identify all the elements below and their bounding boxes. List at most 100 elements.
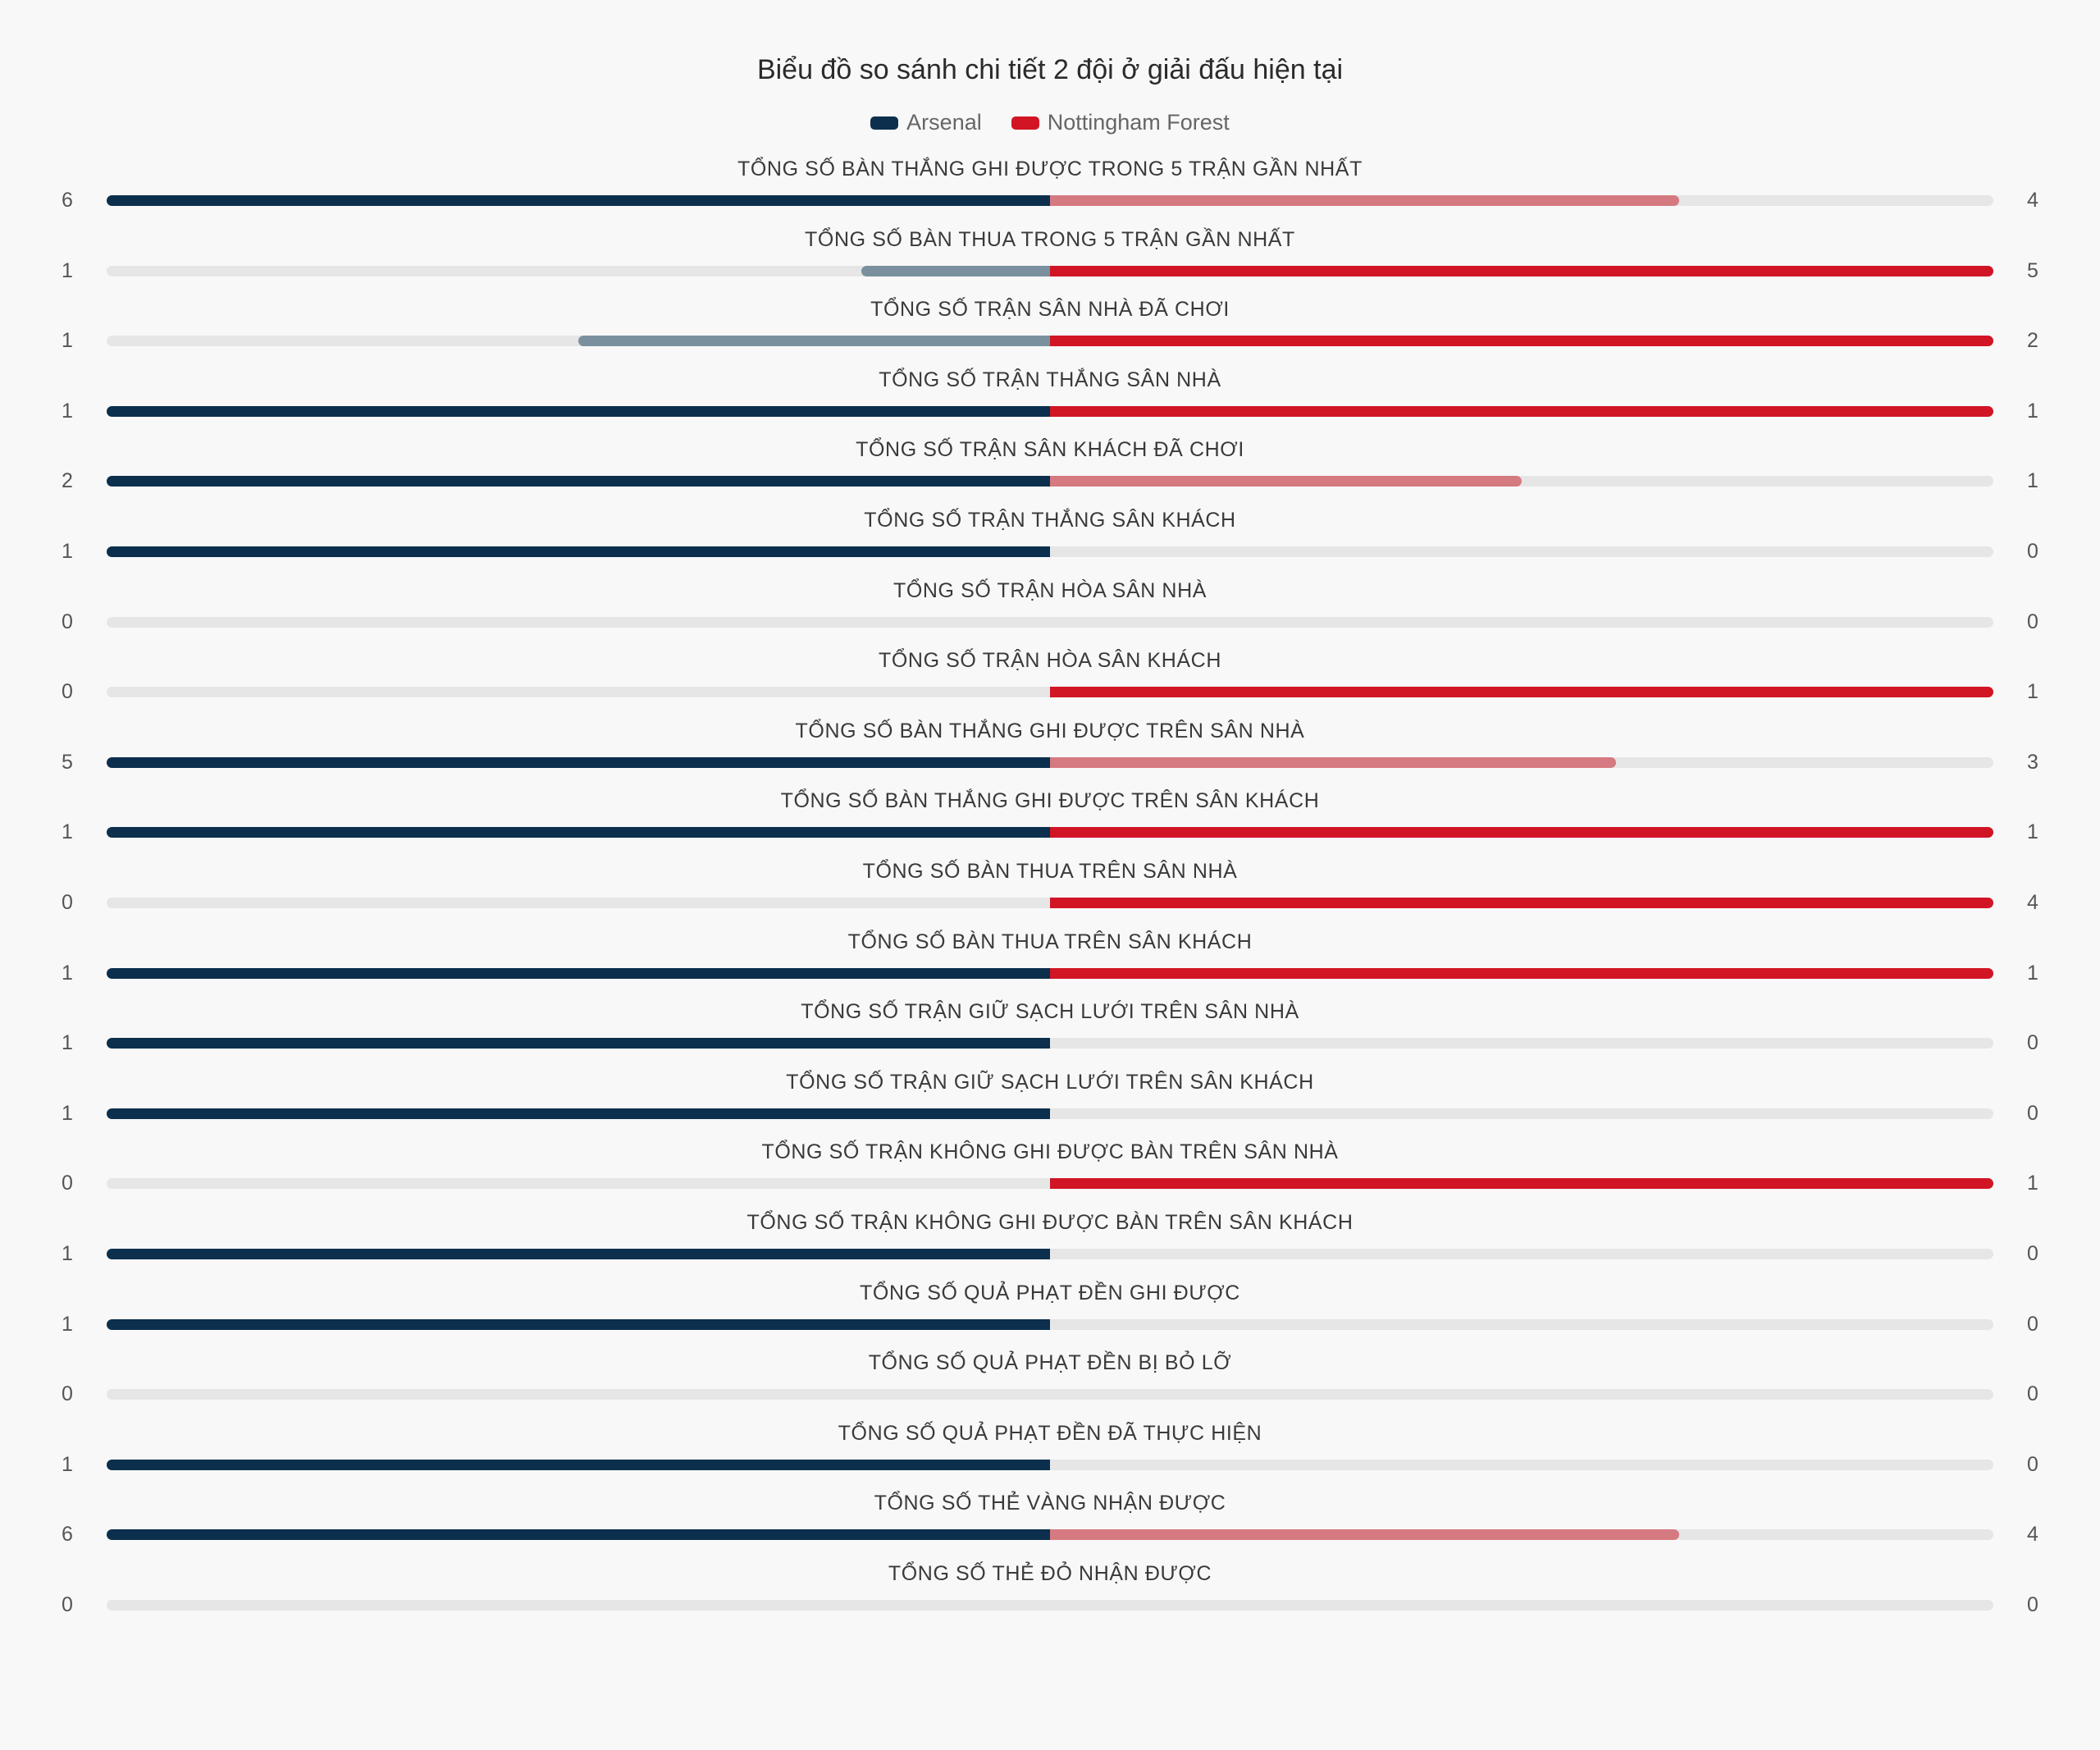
row-label: TỔNG SỐ TRẬN HÒA SÂN NHÀ: [892, 578, 1208, 602]
comparison-row: TỔNG SỐ THẺ VÀNG NHẬN ĐƯỢC 6 4: [0, 1492, 2100, 1562]
arsenal-value: 6: [62, 1523, 73, 1547]
forest-value: 0: [2027, 610, 2038, 633]
arsenal-value: 1: [62, 399, 73, 423]
row-label: TỔNG SỐ TRẬN THẮNG SÂN KHÁCH: [864, 509, 1236, 532]
row-label: TỔNG SỐ TRẬN GIỮ SẠCH LƯỚI TRÊN SÂN NHÀ: [801, 1000, 1299, 1024]
forest-value: 1: [2027, 1172, 2038, 1195]
forest-bar[interactable]: [1050, 687, 1993, 698]
arsenal-bar[interactable]: [107, 1108, 1050, 1119]
forest-value: 2: [2027, 329, 2038, 353]
row-label: TỔNG SỐ QUẢ PHẠT ĐỀN ĐÃ THỰC HIỆN: [838, 1421, 1262, 1445]
bar-track: [107, 1249, 1993, 1259]
forest-value: 0: [2027, 1382, 2038, 1406]
forest-value: 0: [2027, 540, 2038, 563]
arsenal-value: 0: [62, 610, 73, 633]
bar-track: [107, 898, 1993, 908]
arsenal-bar[interactable]: [107, 756, 1050, 768]
arsenal-value: 1: [62, 820, 73, 844]
comparison-row: TỔNG SỐ TRẬN KHÔNG GHI ĐƯỢC BÀN TRÊN SÂN…: [0, 1211, 2100, 1282]
arsenal-bar[interactable]: [107, 405, 1050, 417]
arsenal-value: 1: [62, 1312, 73, 1336]
comparison-row: TỔNG SỐ BÀN THẮNG GHI ĐƯỢC TRONG 5 TRẬN …: [0, 158, 2100, 228]
comparison-row: TỔNG SỐ BÀN THUA TRÊN SÂN NHÀ 0 4: [0, 860, 2100, 930]
row-label: TỔNG SỐ TRẬN THẮNG SÂN NHÀ: [879, 368, 1221, 391]
comparison-row: TỔNG SỐ BÀN THẮNG GHI ĐƯỢC TRÊN SÂN NHÀ 5…: [0, 720, 2100, 790]
arsenal-value: 1: [62, 1031, 73, 1055]
forest-value: 0: [2027, 1452, 2038, 1476]
bar-track: [107, 1318, 1993, 1330]
comparison-row: TỔNG SỐ TRẬN SÂN NHÀ ĐÃ CHƠI 1 2: [0, 298, 2100, 368]
chart-title: Biểu đồ so sánh chi tiết 2 đội ở giải đấ…: [756, 54, 1344, 85]
bar-track: [107, 687, 1993, 698]
arsenal-bar[interactable]: [107, 827, 1050, 838]
comparison-row: TỔNG SỐ QUẢ PHẠT ĐỀN GHI ĐƯỢC 1 0: [0, 1282, 2100, 1352]
row-label: TỔNG SỐ BÀN THUA TRONG 5 TRẬN GẦN NHẤT: [805, 227, 1295, 251]
forest-bar[interactable]: [1050, 967, 1993, 979]
arsenal-bar[interactable]: [107, 967, 1050, 979]
legend-item-arsenal[interactable]: Arsenal: [870, 110, 982, 135]
arsenal-bar[interactable]: [107, 1459, 1050, 1470]
forest-value: 5: [2027, 258, 2038, 282]
arsenal-bar[interactable]: [107, 1249, 1050, 1259]
comparison-row: TỔNG SỐ THẺ ĐỎ NHẬN ĐƯỢC 0 0: [0, 1562, 2100, 1633]
arsenal-bar[interactable]: [107, 546, 1050, 557]
row-label: TỔNG SỐ BÀN THUA TRÊN SÂN NHÀ: [862, 860, 1238, 883]
arsenal-value: 1: [62, 258, 73, 282]
arsenal-bar[interactable]: [107, 1318, 1050, 1330]
row-label: TỔNG SỐ QUẢ PHẠT ĐỀN GHI ĐƯỢC: [860, 1281, 1240, 1305]
row-label: TỔNG SỐ TRẬN HÒA SÂN KHÁCH: [879, 649, 1221, 673]
comparison-row: TỔNG SỐ BÀN THUA TRÊN SÂN KHÁCH 1 1: [0, 930, 2100, 1001]
forest-bar[interactable]: [1050, 336, 1993, 347]
arsenal-value: 0: [62, 1593, 73, 1616]
bar-track: [107, 265, 1993, 276]
forest-value: 1: [2027, 820, 2038, 844]
bar-track: [107, 616, 1993, 628]
row-label: TỔNG SỐ BÀN THẮNG GHI ĐƯỢC TRONG 5 TRẬN …: [737, 158, 1363, 180]
forest-bar[interactable]: [1050, 827, 1993, 838]
arsenal-bar[interactable]: [107, 1038, 1050, 1049]
forest-bar[interactable]: [1050, 1529, 1679, 1541]
arsenal-value: 0: [62, 1172, 73, 1195]
arsenal-bar[interactable]: [107, 1529, 1050, 1541]
row-label: TỔNG SỐ TRẬN KHÔNG GHI ĐƯỢC BÀN TRÊN SÂN…: [746, 1211, 1354, 1234]
row-label: TỔNG SỐ QUẢ PHẠT ĐỀN BỊ BỎ LỠ: [868, 1351, 1232, 1375]
arsenal-bar[interactable]: [861, 265, 1050, 276]
arsenal-value: 2: [62, 469, 73, 493]
comparison-row: TỔNG SỐ TRẬN KHÔNG GHI ĐƯỢC BÀN TRÊN SÂN…: [0, 1140, 2100, 1211]
arsenal-value: 0: [62, 680, 73, 704]
arsenal-value: 1: [62, 1242, 73, 1265]
arsenal-value: 1: [62, 961, 73, 985]
arsenal-value: 5: [62, 750, 73, 774]
arsenal-bar[interactable]: [107, 476, 1050, 487]
bar-track: [107, 1600, 1993, 1611]
arsenal-bar[interactable]: [578, 336, 1050, 347]
forest-value: 3: [2027, 750, 2038, 774]
row-label: TỔNG SỐ THẺ ĐỎ NHẬN ĐƯỢC: [888, 1562, 1212, 1585]
forest-bar[interactable]: [1050, 476, 1522, 487]
forest-bar[interactable]: [1050, 756, 1616, 768]
bar-track: [107, 1529, 1993, 1541]
forest-value: 1: [2027, 961, 2038, 985]
legend-label-nottingham-forest: Nottingham Forest: [1047, 110, 1230, 135]
row-label: TỔNG SỐ TRẬN SÂN KHÁCH ĐÃ CHƠI: [856, 438, 1244, 462]
forest-bar[interactable]: [1050, 405, 1993, 417]
arsenal-bar[interactable]: [107, 195, 1050, 206]
forest-value: 0: [2027, 1242, 2038, 1265]
bar-track: [107, 1038, 1993, 1049]
comparison-row: TỔNG SỐ TRẬN HÒA SÂN NHÀ 0 0: [0, 579, 2100, 650]
forest-bar[interactable]: [1050, 195, 1679, 206]
bar-track: [107, 1459, 1993, 1470]
forest-bar[interactable]: [1050, 265, 1993, 276]
legend-swatch-nottingham-forest: [1011, 116, 1039, 130]
legend-item-nottingham-forest[interactable]: Nottingham Forest: [1011, 110, 1230, 135]
row-label: TỔNG SỐ TRẬN GIỮ SẠCH LƯỚI TRÊN SÂN KHÁC…: [786, 1070, 1314, 1094]
row-label: TỔNG SỐ BÀN THẮNG GHI ĐƯỢC TRÊN SÂN NHÀ: [795, 719, 1305, 742]
arsenal-value: 0: [62, 1382, 73, 1406]
forest-value: 1: [2027, 469, 2038, 493]
arsenal-value: 0: [62, 891, 73, 914]
bar-track: [107, 1178, 1993, 1190]
forest-bar[interactable]: [1050, 898, 1993, 908]
comparison-row: TỔNG SỐ QUẢ PHẠT ĐỀN ĐÃ THỰC HIỆN 1 0: [0, 1422, 2100, 1492]
forest-bar[interactable]: [1050, 1178, 1993, 1190]
